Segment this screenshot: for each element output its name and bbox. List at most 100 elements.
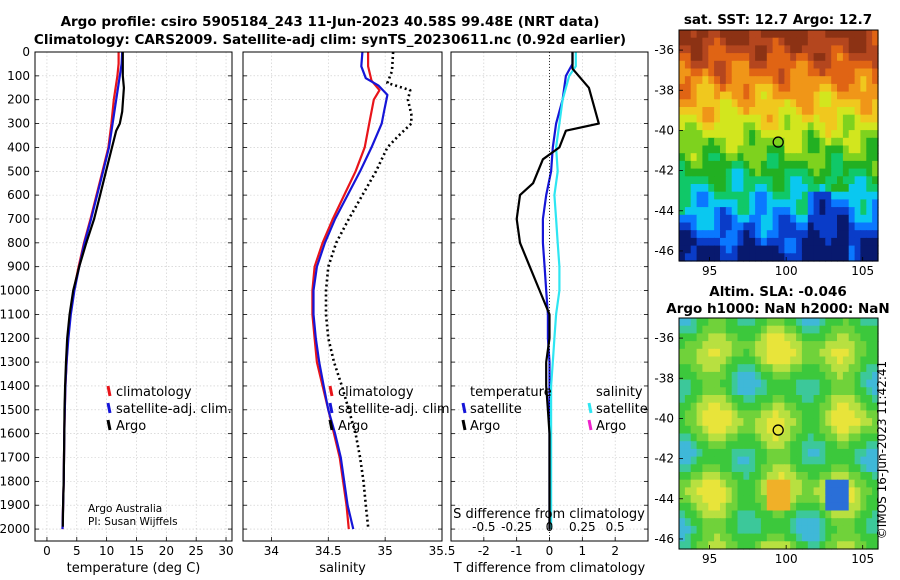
sst_map-cell xyxy=(720,60,727,70)
sst_map-cell xyxy=(743,222,750,231)
sst_map-cell xyxy=(819,114,826,123)
sst_map-cell xyxy=(679,137,686,147)
sst_map-cell xyxy=(831,60,838,70)
sst_map-cell xyxy=(702,37,709,46)
sla_map-cell xyxy=(708,402,715,411)
sla_map-cell xyxy=(831,495,838,504)
sla_map-cell xyxy=(860,472,867,481)
sla_map-cell xyxy=(790,525,797,535)
sst_map-cell xyxy=(778,45,785,54)
temp-legend-swatch xyxy=(106,419,112,431)
sst_map-cell xyxy=(696,83,704,93)
sla_map-cell xyxy=(725,433,733,442)
sst_map-cell xyxy=(760,153,768,162)
sla_map-cell xyxy=(696,348,704,358)
sst_map-cell xyxy=(749,184,756,193)
sst_map-cell xyxy=(725,30,733,39)
sla_map-cell xyxy=(831,379,838,388)
sla_map-cell xyxy=(731,464,739,473)
sst_map-cell xyxy=(848,145,856,154)
sst_map-cell xyxy=(684,237,692,247)
sst_map-cell xyxy=(743,122,750,131)
salinity-xtick-label: 35.5 xyxy=(429,544,456,558)
sla_map-cell xyxy=(760,371,768,381)
sst_map-cell xyxy=(854,107,862,116)
sla_map-cell xyxy=(766,518,774,527)
sla_map-cell xyxy=(831,518,838,527)
sla_map-cell xyxy=(778,479,785,488)
sla_map-cell xyxy=(796,318,803,327)
sla_map-cell xyxy=(837,502,844,512)
sla_map-cell xyxy=(714,479,721,488)
sla_map-cell xyxy=(772,387,780,396)
sst_map-cell xyxy=(831,130,838,139)
sst_map-cell xyxy=(725,153,733,162)
sst_map-cell xyxy=(784,45,791,54)
sst_map-cell xyxy=(842,130,850,139)
sst_map-cell xyxy=(760,130,768,139)
sst_map-cell xyxy=(679,153,686,162)
sst_map-cell xyxy=(766,160,774,170)
sla_map-cell xyxy=(860,433,867,442)
diff-legend-t-label: satellite xyxy=(470,402,522,417)
sst_map-cell xyxy=(848,107,856,116)
sla_map-cell xyxy=(737,510,744,519)
sla_map-cell xyxy=(720,395,727,404)
sst_map-cell xyxy=(766,230,774,239)
sla_map-cell xyxy=(696,479,704,488)
sst_map-cell xyxy=(766,245,774,254)
sst_map-cell xyxy=(690,222,698,231)
sst_map-cell xyxy=(725,122,733,131)
sla_map-cell xyxy=(819,472,826,481)
sst_map-cell xyxy=(772,30,780,39)
depth-tick-label: 1200 xyxy=(0,331,30,345)
sla_map-cell xyxy=(801,448,809,458)
sst_map-cell xyxy=(696,237,704,247)
sst_map-cell xyxy=(720,237,727,247)
sst_map-cell xyxy=(825,214,832,224)
sst_map-cell xyxy=(766,253,774,262)
sst_map-cell xyxy=(714,153,721,162)
sst_map-cell xyxy=(860,137,867,147)
sla_map-cell xyxy=(760,395,768,404)
sla_map-cell xyxy=(696,418,704,427)
sst_map-cell xyxy=(848,122,856,131)
sla_map-cell xyxy=(848,333,856,342)
sla_map-cell xyxy=(842,371,850,381)
sst_map-cell xyxy=(819,60,826,70)
sst_map-cell xyxy=(848,53,856,62)
sla_map-cell xyxy=(714,448,721,458)
sst_map-cell xyxy=(866,107,873,116)
depth-tick-label: 400 xyxy=(7,140,30,154)
sla_map-cell xyxy=(837,425,844,435)
sst_map-cell xyxy=(801,253,809,262)
sst_map-cell xyxy=(854,184,862,193)
sla_map-cell xyxy=(708,479,715,488)
sla_map-cell xyxy=(860,341,867,350)
sla_map-cell xyxy=(813,502,821,512)
sla_map-cell xyxy=(749,333,756,342)
sla_map-cell xyxy=(696,371,704,381)
sst_map-cell xyxy=(796,153,803,162)
sla_map-cell xyxy=(749,410,756,419)
sst_map-cell xyxy=(720,230,727,239)
sla_map-cell xyxy=(801,525,809,535)
differences-xtick-label: -1 xyxy=(511,544,523,558)
sst_map-cell xyxy=(819,68,826,77)
sst_map-cell xyxy=(772,237,780,247)
sla_map-cell xyxy=(872,425,879,435)
sla_map-cell xyxy=(679,356,686,365)
sst_map-cell xyxy=(860,176,867,185)
sst_map-cell xyxy=(796,207,803,216)
sst_map-cell xyxy=(872,122,879,131)
sst_map-cell xyxy=(778,83,785,93)
sla_map-cell xyxy=(778,518,785,527)
sst_map-cell xyxy=(825,30,832,39)
sla_map-cell xyxy=(708,433,715,442)
sst_map-cell xyxy=(737,83,744,93)
sst_map-cell xyxy=(755,60,762,70)
sla_map-cell xyxy=(842,487,850,496)
sst_map-cell xyxy=(737,114,744,123)
sst_map-cell xyxy=(737,153,744,162)
sla_map-cell xyxy=(854,510,862,519)
